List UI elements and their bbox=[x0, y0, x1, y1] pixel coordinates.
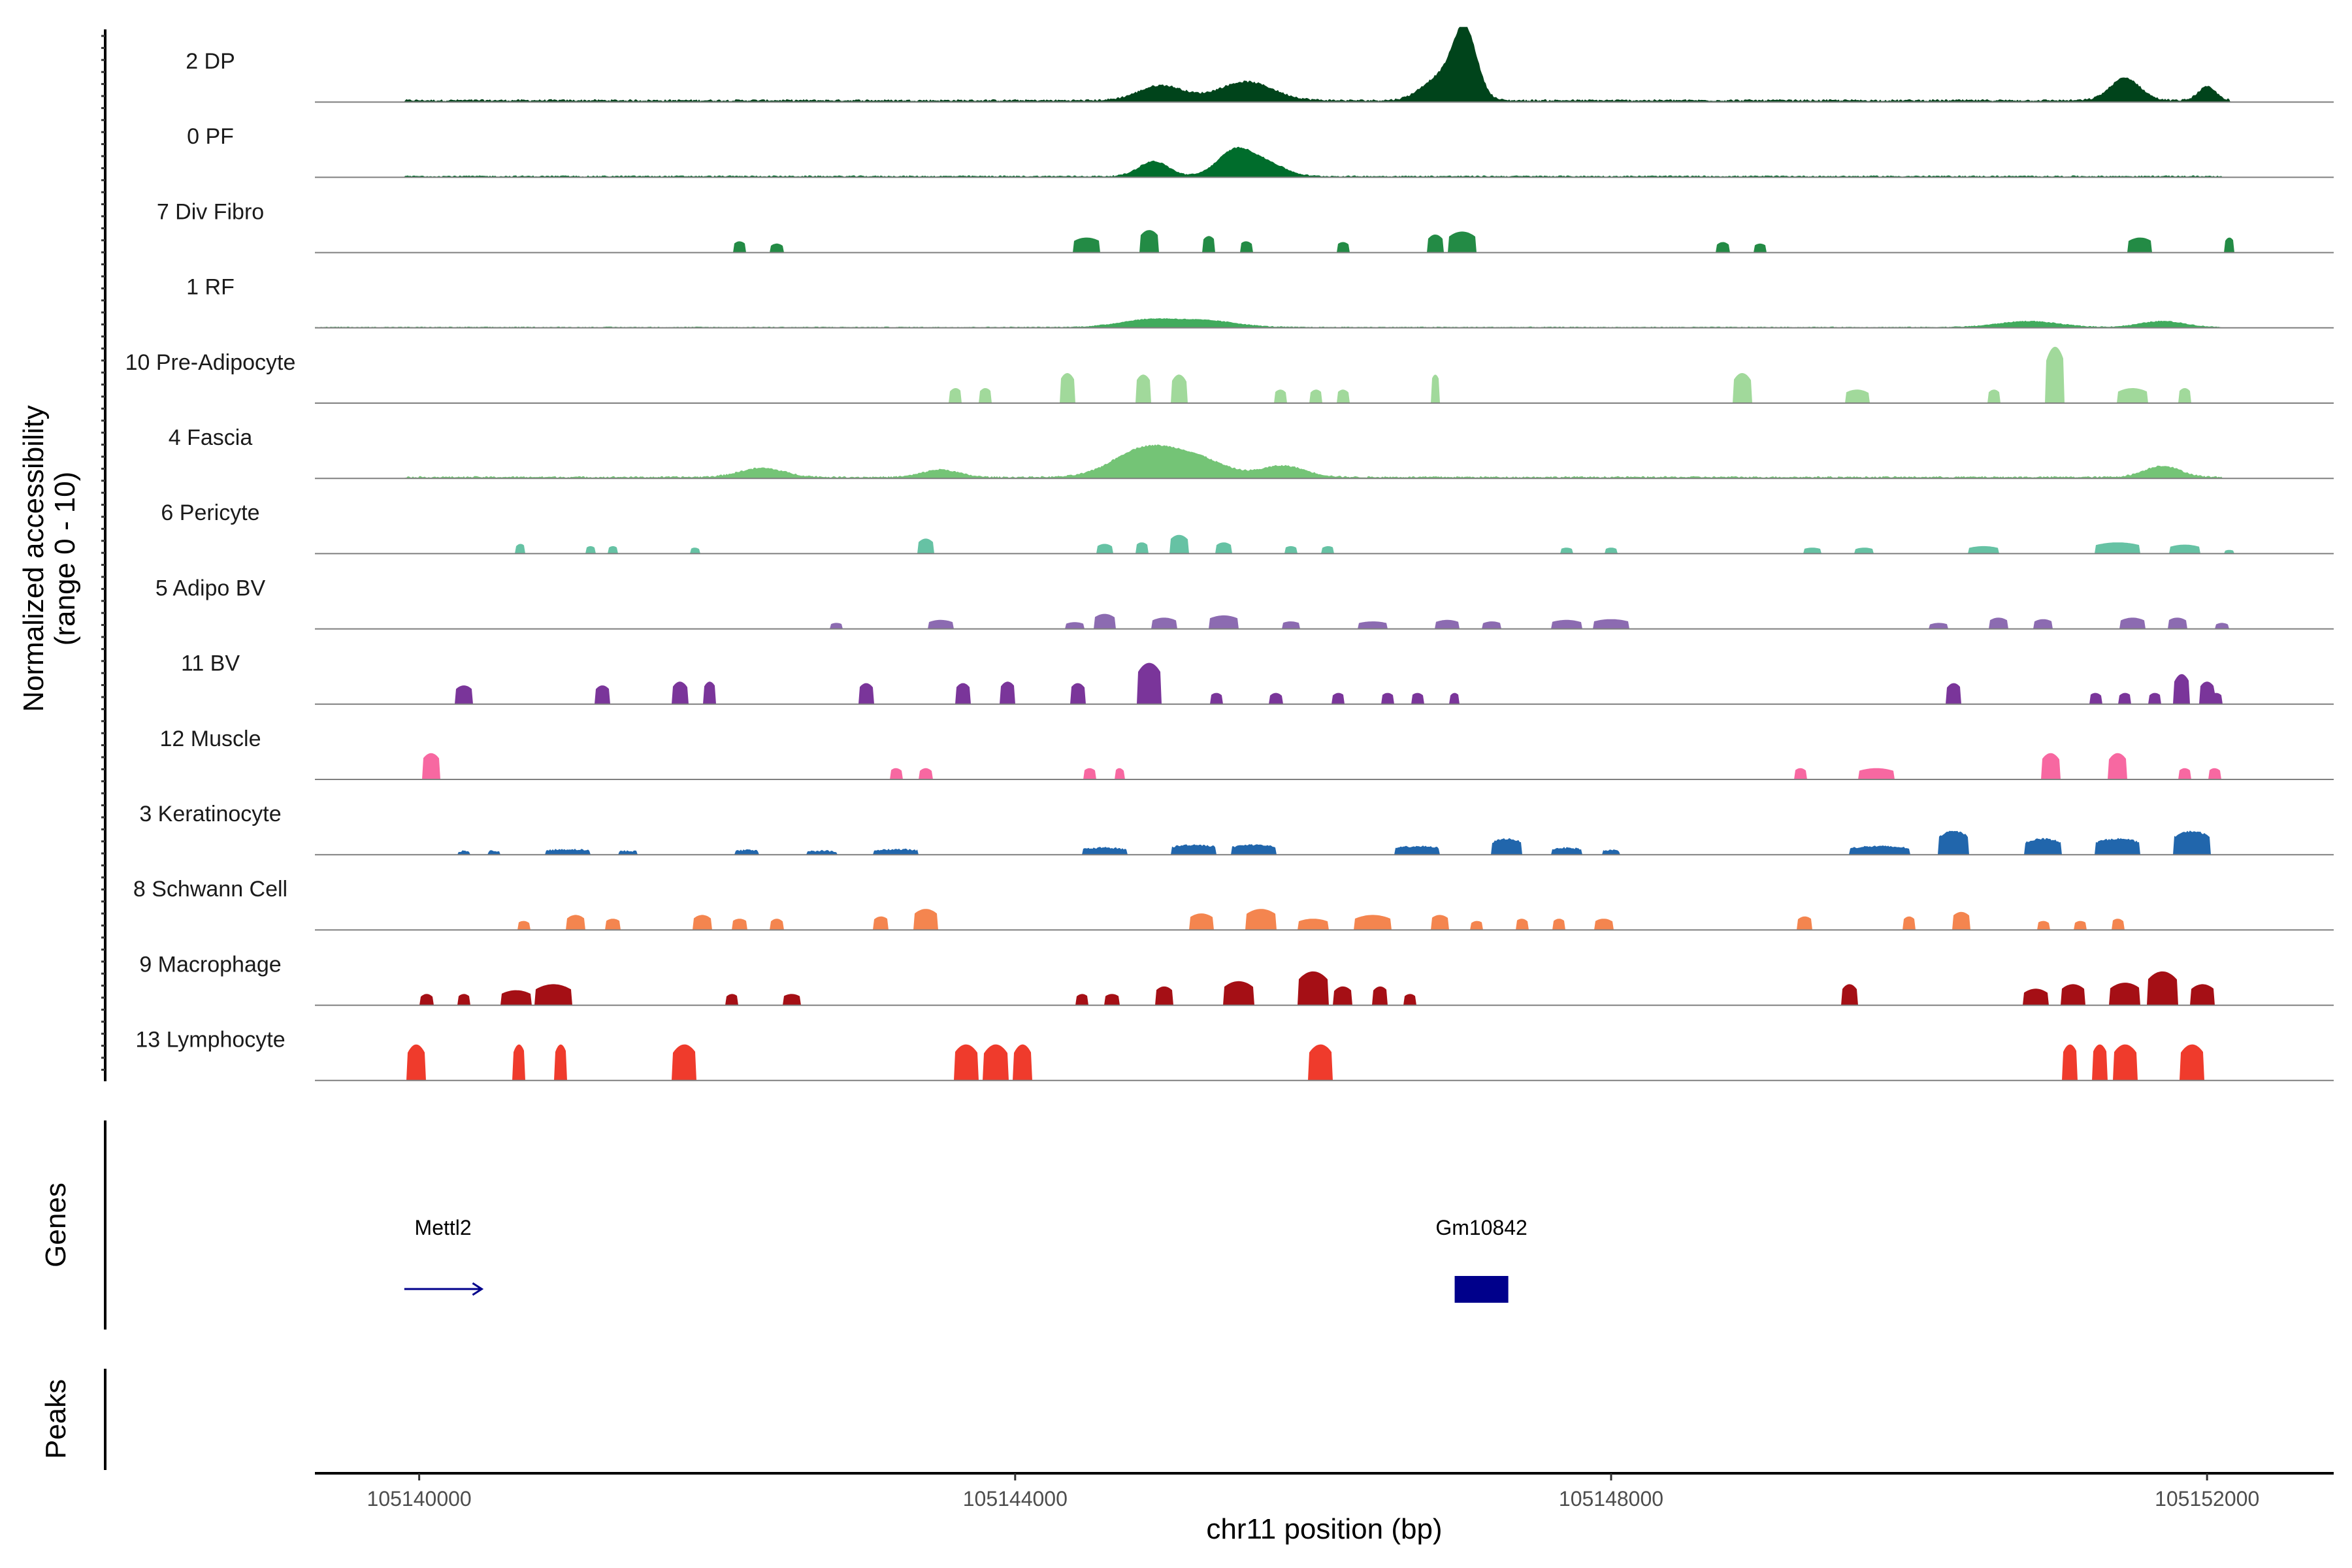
gene-label: Gm10842 bbox=[1435, 1216, 1527, 1239]
track-label: 7 Div Fibro bbox=[157, 199, 264, 224]
track-area bbox=[315, 27, 2334, 103]
track-area bbox=[315, 613, 2334, 629]
track-area bbox=[315, 909, 2334, 930]
track-label: 11 BV bbox=[181, 651, 240, 676]
track-8: 5 Adipo BV bbox=[155, 576, 2334, 630]
track-area bbox=[315, 318, 2334, 328]
y-axis-title-line1: Normalized accessibility bbox=[18, 405, 50, 711]
gene-label: Mettl2 bbox=[415, 1216, 472, 1239]
track-14: 13 Lymphocyte bbox=[135, 1028, 2334, 1081]
track-label: 4 Fascia bbox=[169, 425, 253, 450]
gene-gm10842: Gm10842 bbox=[1435, 1216, 1527, 1303]
track-area bbox=[315, 230, 2334, 253]
track-label: 13 Lymphocyte bbox=[135, 1028, 285, 1053]
gene-arrowhead bbox=[472, 1282, 484, 1296]
track-6: 4 Fascia bbox=[169, 425, 2334, 480]
track-area bbox=[315, 444, 2334, 479]
track-area bbox=[315, 753, 2334, 779]
tracks-y-axis-ticks bbox=[101, 35, 105, 1071]
track-9: 11 BV bbox=[181, 651, 2334, 705]
x-axis-title: chr11 position (bp) bbox=[1206, 1513, 1442, 1545]
track-label: 3 Keratinocyte bbox=[139, 802, 281, 826]
tracks-group: 2 DP 0 PF 7 Div Fibro 1 RF 10 Pre-Adipocyte 4… bbox=[125, 27, 2334, 1081]
track-label: 6 Pericyte bbox=[161, 500, 259, 525]
track-13: 9 Macrophage bbox=[139, 952, 2334, 1006]
track-area bbox=[315, 1044, 2334, 1081]
track-label: 10 Pre-Adipocyte bbox=[125, 350, 296, 375]
x-axis-ticks: 105140000 105144000 105148000 105152000 bbox=[367, 1473, 2259, 1511]
track-4: 1 RF bbox=[186, 275, 2334, 329]
track-label: 1 RF bbox=[186, 275, 235, 300]
peaks-panel-label: Peaks bbox=[40, 1379, 72, 1459]
x-tick-label: 105148000 bbox=[1559, 1487, 1663, 1511]
track-area bbox=[315, 346, 2334, 403]
track-area bbox=[315, 971, 2334, 1005]
track-label: 5 Adipo BV bbox=[155, 576, 266, 600]
gene-exon bbox=[1454, 1276, 1509, 1303]
track-label: 8 Schwann Cell bbox=[133, 877, 287, 902]
track-10: 12 Muscle bbox=[160, 727, 2334, 780]
track-label: 2 DP bbox=[186, 49, 235, 74]
x-tick-label: 105140000 bbox=[367, 1487, 472, 1511]
track-area bbox=[315, 830, 2334, 855]
gene-mettl2: Mettl2 bbox=[404, 1216, 484, 1296]
genes-group: Mettl2 Gm10842 bbox=[404, 1216, 1527, 1303]
track-label: 0 PF bbox=[187, 124, 234, 149]
track-3: 7 Div Fibro bbox=[157, 199, 2334, 253]
track-1: 2 DP bbox=[186, 27, 2334, 103]
track-11: 3 Keratinocyte bbox=[139, 802, 2334, 856]
genes-panel-label: Genes bbox=[40, 1183, 72, 1267]
track-7: 6 Pericyte bbox=[161, 500, 2334, 555]
track-area bbox=[315, 662, 2334, 704]
track-area bbox=[315, 534, 2334, 554]
track-label: 12 Muscle bbox=[160, 727, 261, 751]
track-area bbox=[315, 146, 2334, 178]
track-5: 10 Pre-Adipocyte bbox=[125, 346, 2334, 404]
y-axis-title-line2: (range 0 - 10) bbox=[49, 472, 81, 646]
x-tick-label: 105144000 bbox=[963, 1487, 1068, 1511]
track-label: 9 Macrophage bbox=[139, 952, 281, 977]
track-12: 8 Schwann Cell bbox=[133, 877, 2334, 931]
x-tick-label: 105152000 bbox=[2155, 1487, 2259, 1511]
track-2: 0 PF bbox=[187, 124, 2334, 178]
